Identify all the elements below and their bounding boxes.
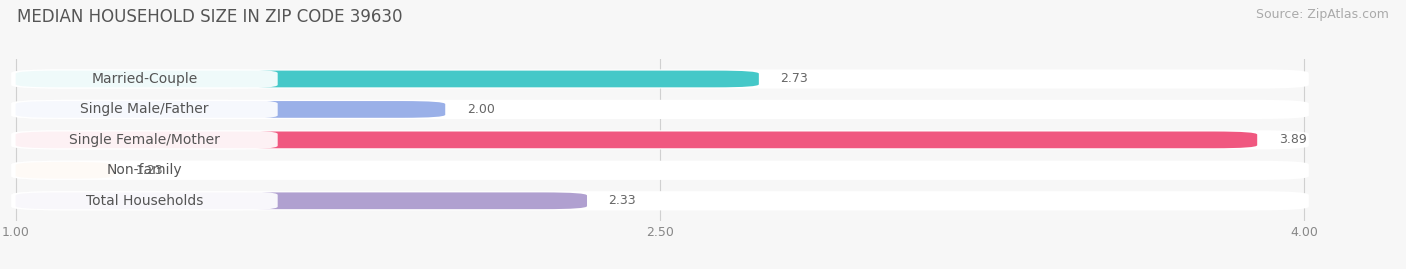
FancyBboxPatch shape xyxy=(11,69,1309,89)
Text: Single Male/Father: Single Male/Father xyxy=(80,102,208,116)
FancyBboxPatch shape xyxy=(11,130,278,150)
FancyBboxPatch shape xyxy=(15,132,1257,148)
Text: Non-family: Non-family xyxy=(107,163,183,177)
FancyBboxPatch shape xyxy=(11,100,278,119)
FancyBboxPatch shape xyxy=(11,100,1309,119)
FancyBboxPatch shape xyxy=(15,101,446,118)
Text: Total Households: Total Households xyxy=(86,194,204,208)
Text: Married-Couple: Married-Couple xyxy=(91,72,198,86)
FancyBboxPatch shape xyxy=(11,191,1309,210)
Text: 2.00: 2.00 xyxy=(467,103,495,116)
Text: Single Female/Mother: Single Female/Mother xyxy=(69,133,219,147)
FancyBboxPatch shape xyxy=(15,192,588,209)
Text: MEDIAN HOUSEHOLD SIZE IN ZIP CODE 39630: MEDIAN HOUSEHOLD SIZE IN ZIP CODE 39630 xyxy=(17,8,402,26)
Text: 3.89: 3.89 xyxy=(1278,133,1306,146)
FancyBboxPatch shape xyxy=(11,161,1309,180)
FancyBboxPatch shape xyxy=(11,191,278,210)
FancyBboxPatch shape xyxy=(11,69,278,89)
Text: Source: ZipAtlas.com: Source: ZipAtlas.com xyxy=(1256,8,1389,21)
FancyBboxPatch shape xyxy=(11,161,278,180)
FancyBboxPatch shape xyxy=(15,162,114,179)
Text: 2.33: 2.33 xyxy=(609,194,636,207)
FancyBboxPatch shape xyxy=(11,130,1309,150)
Text: 1.23: 1.23 xyxy=(136,164,163,177)
Text: 2.73: 2.73 xyxy=(780,72,808,86)
FancyBboxPatch shape xyxy=(15,70,759,87)
